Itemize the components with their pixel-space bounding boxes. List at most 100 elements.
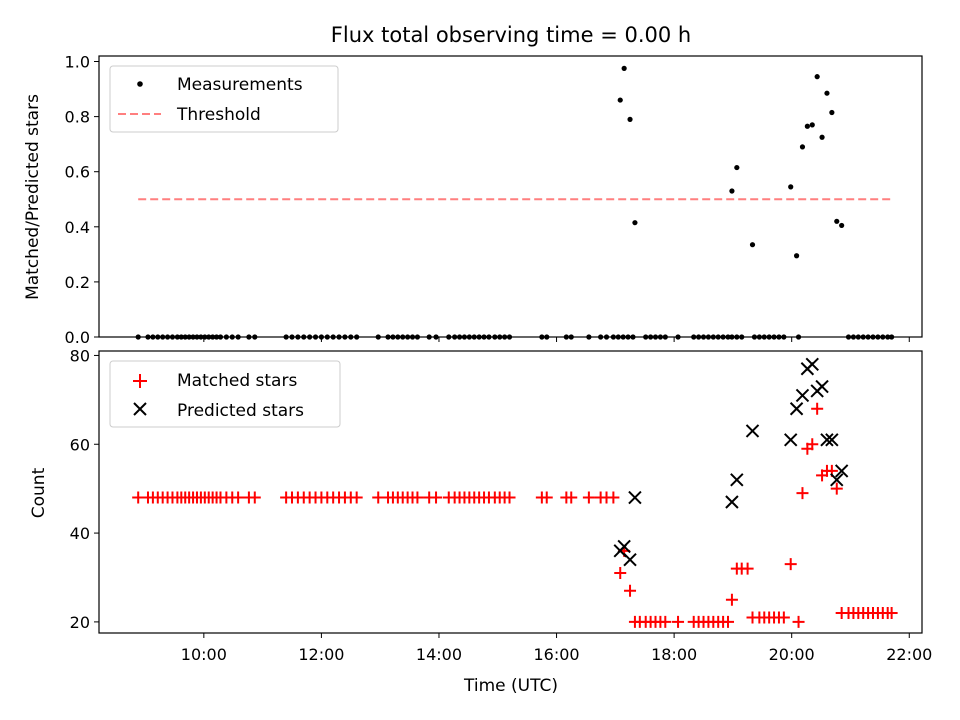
matched-star-point (796, 487, 809, 500)
measurement-point (632, 220, 638, 226)
matched-star-point (811, 402, 824, 415)
predicted-star-point (795, 388, 810, 403)
matched-star-point (784, 558, 797, 571)
matched-star-point (885, 607, 898, 620)
predicted-star-point (789, 402, 804, 416)
measurement-point (627, 116, 633, 122)
top-y-tick-label: 1.0 (65, 53, 90, 72)
x-tick-label: 12:00 (298, 645, 344, 664)
bottom-legend-box (109, 360, 341, 428)
matched-star-point (232, 491, 245, 504)
measurement-point (788, 184, 794, 190)
predicted-star-point (623, 553, 637, 567)
matched-star-point (741, 562, 754, 575)
matched-star-point (777, 611, 790, 624)
matched-star-point (503, 491, 516, 504)
predicted-star-point (834, 464, 849, 478)
bottom-x-ticks: 10:00 12:00 14:00 16:00 18:00 20:00 22:00 (181, 633, 932, 664)
predicted-star-point (730, 473, 744, 487)
bottom-y-axis-label: Count (29, 467, 49, 518)
measurement-point (809, 122, 815, 128)
x-tick-label: 18:00 (651, 645, 697, 664)
bottom-y-tick-label: 40 (70, 524, 90, 543)
matched-star-point (806, 438, 819, 451)
legend-label-matched: Matched stars (177, 371, 297, 391)
x-tick-label: 22:00 (886, 645, 932, 664)
legend-marker-measurements (137, 81, 143, 87)
matched-star-point (792, 615, 805, 628)
top-y-tick-label: 0.6 (65, 163, 90, 182)
top-panel: 0.0 0.2 0.4 0.6 0.8 1.0 Matched/Predicted sta… (23, 53, 923, 347)
top-y-tick-label: 0.8 (65, 108, 90, 127)
predicted-star-point (628, 490, 642, 505)
predicted-star-point (805, 357, 819, 372)
legend-marker-matched (133, 374, 147, 388)
legend-label-measurements: Measurements (177, 75, 303, 95)
legend-label-threshold: Threshold (176, 105, 261, 125)
predicted-star-point (617, 539, 631, 554)
matched-star-point (582, 491, 595, 504)
x-axis-label: Time (UTC) (463, 676, 558, 696)
predicted-star-point (825, 433, 839, 447)
figure-title: Flux total observing time = 0.00 h (331, 23, 691, 47)
bottom-y-ticks: 20 40 60 80 (70, 346, 99, 632)
measurement-point (734, 164, 740, 171)
bottom-legend: Matched stars Predicted stars (109, 360, 341, 428)
bottom-y-tick-label: 80 (70, 346, 90, 365)
top-y-ticks: 0.0 0.2 0.4 0.6 0.8 1.0 (65, 53, 99, 347)
x-tick-label: 10:00 (181, 645, 227, 664)
matched-star-point (830, 482, 843, 495)
measurement-point (804, 123, 810, 129)
matched-star-point (722, 615, 735, 628)
x-tick-label: 14:00 (416, 645, 462, 664)
bottom-y-tick-label: 60 (70, 435, 90, 454)
measurement-point (621, 65, 627, 71)
matched-star-point (565, 491, 578, 504)
measurement-point (793, 253, 800, 259)
predicted-star-point (830, 473, 844, 487)
matched-star-point (411, 491, 424, 504)
top-y-axis-label: Matched/Predicted stars (23, 94, 43, 300)
bottom-y-tick-label: 20 (70, 613, 90, 632)
legend-marker-predicted (133, 402, 147, 416)
matched-star-point (624, 584, 637, 597)
matched-star-point (540, 491, 553, 504)
predicted-star-point (784, 433, 798, 447)
top-legend-box (109, 65, 339, 133)
top-plot-area (135, 65, 895, 340)
x-tick-label: 16:00 (533, 645, 579, 664)
predicted-star-point (820, 433, 834, 447)
bottom-axes-frame (98, 350, 923, 634)
measurement-point (834, 218, 840, 224)
measurement-point (799, 144, 806, 150)
measurement-point (829, 109, 835, 116)
matched-star-point (725, 593, 738, 606)
top-y-tick-label: 0.4 (65, 218, 90, 237)
matched-star-point (430, 491, 443, 504)
top-axes-frame (98, 55, 923, 338)
top-y-tick-label: 0.0 (65, 328, 90, 347)
predicted-star-point (745, 424, 760, 438)
legend-label-predicted: Predicted stars (177, 401, 304, 421)
measurement-point (839, 222, 845, 229)
predicted-star-point (815, 379, 829, 394)
measurement-point (729, 188, 735, 194)
predicted-star-point (725, 495, 739, 509)
bottom-plot-area (132, 357, 898, 628)
top-legend: Measurements Threshold (109, 65, 339, 133)
matched-star-point (659, 615, 672, 628)
top-y-tick-label: 0.2 (65, 273, 90, 292)
matched-star-point (614, 567, 627, 580)
measurement-point (617, 97, 623, 103)
matched-star-point (248, 491, 261, 504)
matched-star-point (607, 491, 620, 504)
bottom-panel: 20 40 60 80 10:00 12:00 14:00 16:00 18:00 20:00 2… (29, 346, 932, 696)
matched-star-point (350, 491, 363, 504)
measurement-point (749, 242, 756, 248)
x-tick-label: 20:00 (769, 645, 815, 664)
matched-star-point (672, 615, 685, 628)
measurement-point (819, 134, 825, 140)
measurement-point (814, 74, 820, 80)
measurement-point (824, 90, 830, 96)
